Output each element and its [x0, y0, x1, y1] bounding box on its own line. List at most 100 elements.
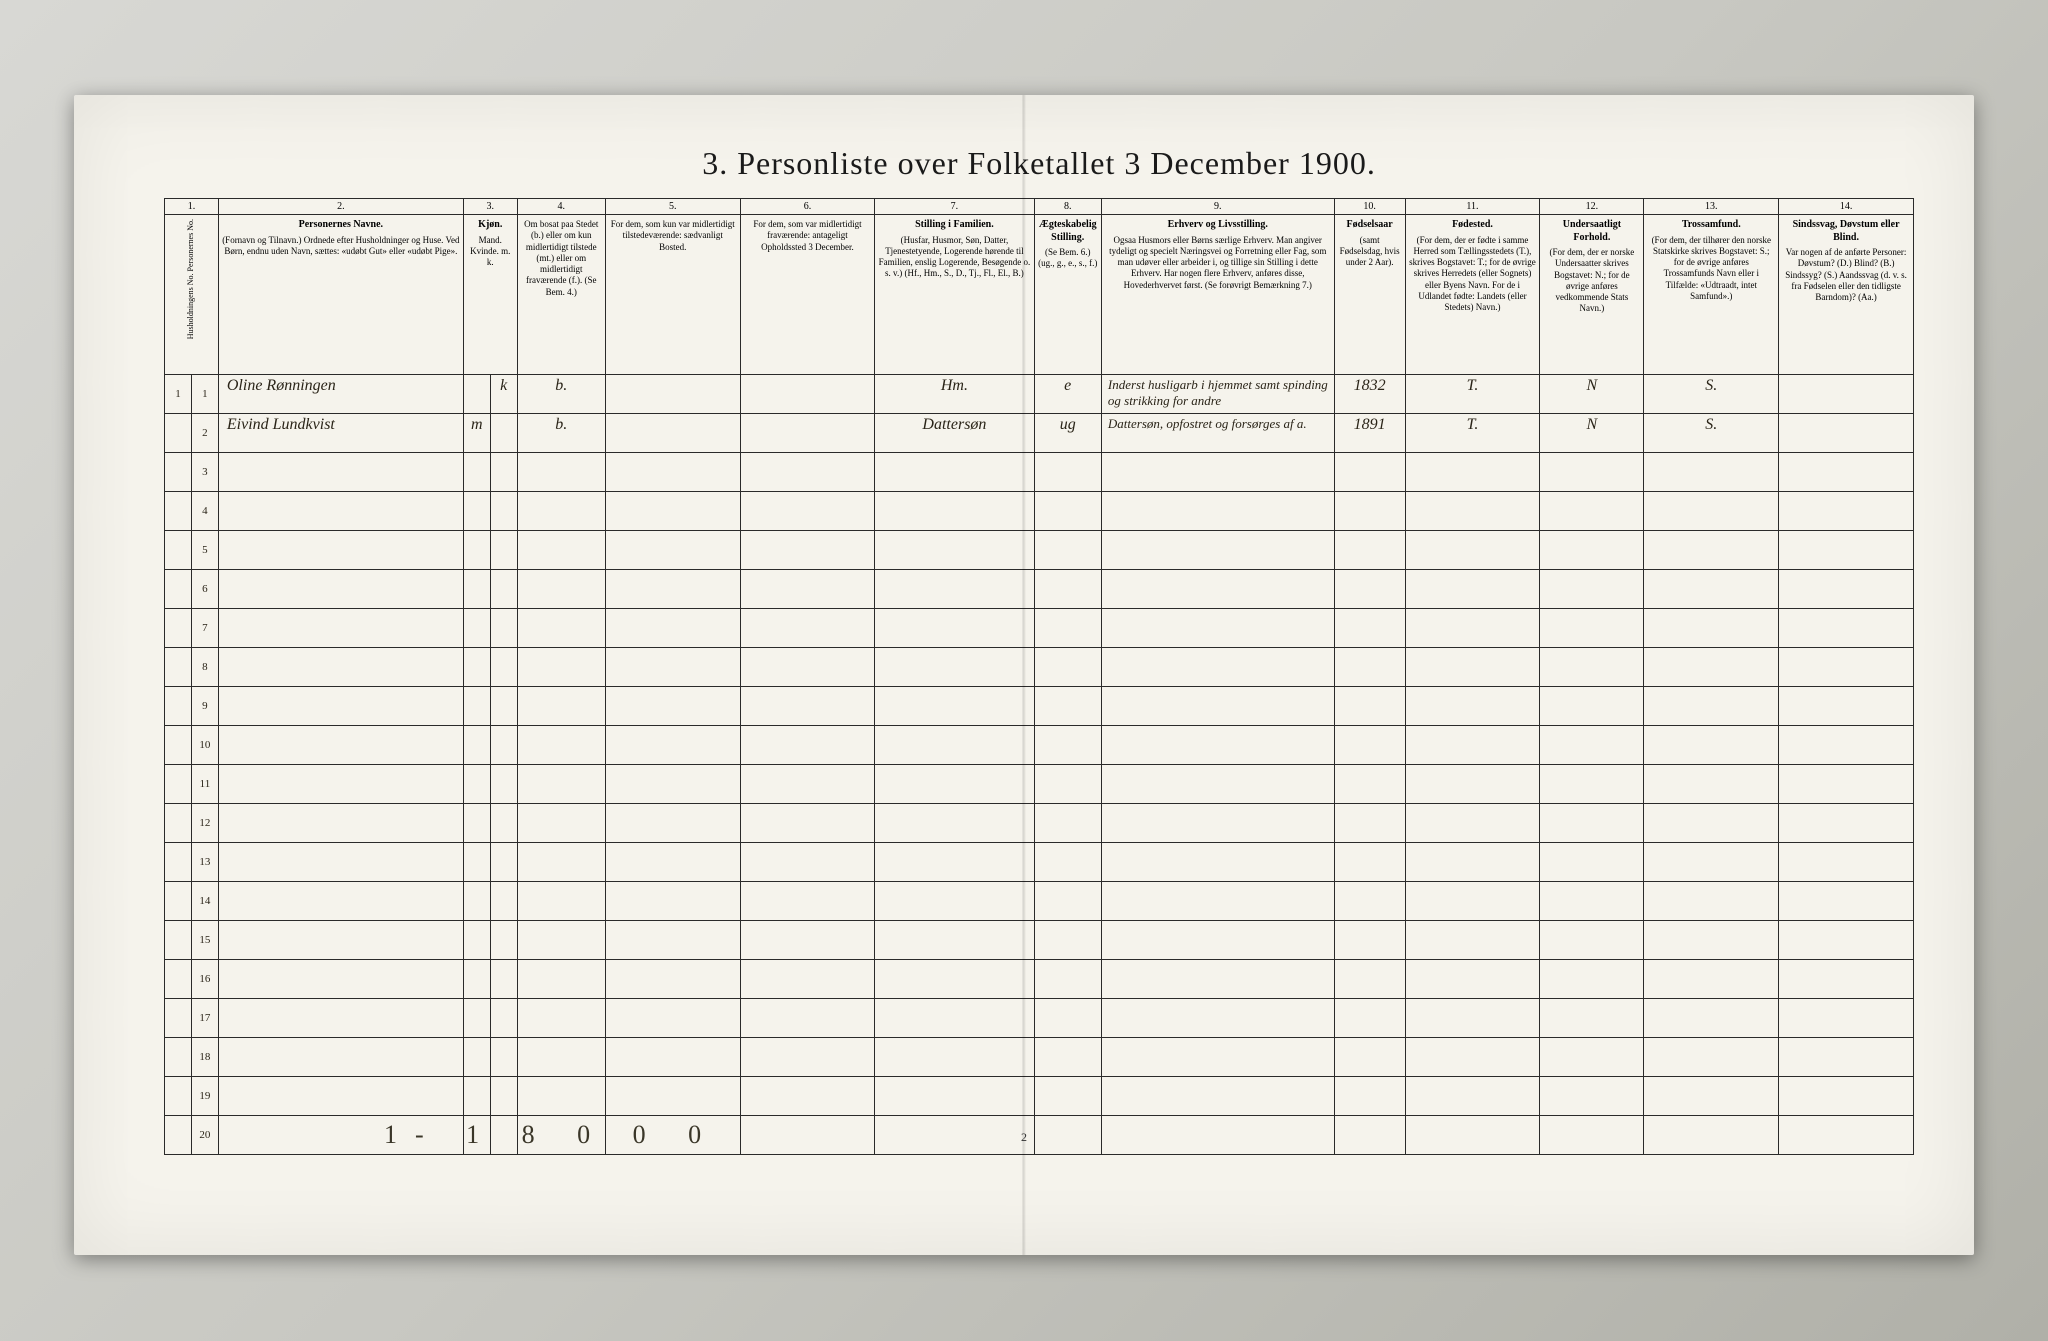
header-8: Ægteskabelig Stilling. (Se Bem. 6.) (ug.… [1034, 215, 1101, 375]
cell: 12 [191, 804, 218, 843]
cell [1034, 882, 1101, 921]
column-number-row: 1. 2. 3. 4. 5. 6. 7. 8. 9. 10. 11. 12. 1… [165, 199, 1914, 215]
cell [1779, 570, 1914, 609]
cell: 6 [191, 570, 218, 609]
table-row: 5 [165, 531, 1914, 570]
cell [490, 531, 517, 570]
cell [1779, 1116, 1914, 1155]
cell [165, 765, 192, 804]
cell [1644, 999, 1779, 1038]
cell [875, 492, 1034, 531]
cell: S. [1644, 375, 1779, 414]
cell [1034, 960, 1101, 999]
cell [605, 1038, 740, 1077]
cell: 1 [191, 375, 218, 414]
cell [517, 960, 605, 999]
cell [740, 960, 875, 999]
cell [1644, 570, 1779, 609]
header-11: Fødested. (For dem, der er fødte i samme… [1405, 215, 1540, 375]
cell [605, 453, 740, 492]
cell [1101, 1038, 1334, 1077]
cell [1644, 960, 1779, 999]
cell [1101, 492, 1334, 531]
header-1-text: Husholdningens No. Personernes No. [187, 219, 196, 339]
cell [463, 921, 490, 960]
cell [1334, 1038, 1405, 1077]
cell [463, 453, 490, 492]
colnum-11: 11. [1405, 199, 1540, 215]
cell [463, 531, 490, 570]
cell [605, 921, 740, 960]
cell [1540, 609, 1644, 648]
cell [490, 570, 517, 609]
colnum-3: 3. [463, 199, 517, 215]
cell [165, 1077, 192, 1116]
cell [1034, 492, 1101, 531]
table-row: 16 [165, 960, 1914, 999]
cell [165, 687, 192, 726]
cell [605, 1077, 740, 1116]
cell [1034, 648, 1101, 687]
cell [1540, 960, 1644, 999]
cell [1779, 492, 1914, 531]
cell: 13 [191, 843, 218, 882]
cell [218, 492, 463, 531]
cell [1334, 1116, 1405, 1155]
cell: 17 [191, 999, 218, 1038]
cell: N [1540, 414, 1644, 453]
cell [517, 609, 605, 648]
cell [463, 765, 490, 804]
table-row: 10 [165, 726, 1914, 765]
cell [218, 1077, 463, 1116]
cell [1779, 882, 1914, 921]
cell [490, 609, 517, 648]
cell [218, 609, 463, 648]
cell [1101, 453, 1334, 492]
cell [740, 375, 875, 414]
header-9: Erhverv og Livsstilling. Ogsaa Husmors e… [1101, 215, 1334, 375]
cell [1101, 1116, 1334, 1155]
cell [740, 648, 875, 687]
cell [463, 882, 490, 921]
cell [1779, 804, 1914, 843]
cell [1779, 687, 1914, 726]
cell [1101, 687, 1334, 726]
cell [740, 804, 875, 843]
cell [1540, 804, 1644, 843]
cell [490, 726, 517, 765]
table-row: 17 [165, 999, 1914, 1038]
cell [463, 999, 490, 1038]
cell [463, 843, 490, 882]
cell [165, 843, 192, 882]
cell [605, 999, 740, 1038]
cell [1334, 843, 1405, 882]
cell [490, 960, 517, 999]
cell: ug [1034, 414, 1101, 453]
cell [218, 843, 463, 882]
table-row: 15 [165, 921, 1914, 960]
cell [490, 804, 517, 843]
cell [463, 804, 490, 843]
cell [1644, 492, 1779, 531]
colnum-9: 9. [1101, 199, 1334, 215]
cell [605, 765, 740, 804]
cell [1034, 804, 1101, 843]
cell [875, 843, 1034, 882]
cell [1101, 843, 1334, 882]
cell [605, 687, 740, 726]
cell [1334, 726, 1405, 765]
cell: 7 [191, 609, 218, 648]
header-1: Husholdningens No. Personernes No. [165, 215, 219, 375]
cell [1540, 921, 1644, 960]
cell [490, 1077, 517, 1116]
colnum-13: 13. [1644, 199, 1779, 215]
cell [1034, 1038, 1101, 1077]
cell [740, 570, 875, 609]
cell [1779, 414, 1914, 453]
cell: 20 [191, 1116, 218, 1155]
cell [1644, 843, 1779, 882]
cell [1644, 921, 1779, 960]
colnum-6: 6. [740, 199, 875, 215]
cell [1540, 1077, 1644, 1116]
cell [1540, 999, 1644, 1038]
